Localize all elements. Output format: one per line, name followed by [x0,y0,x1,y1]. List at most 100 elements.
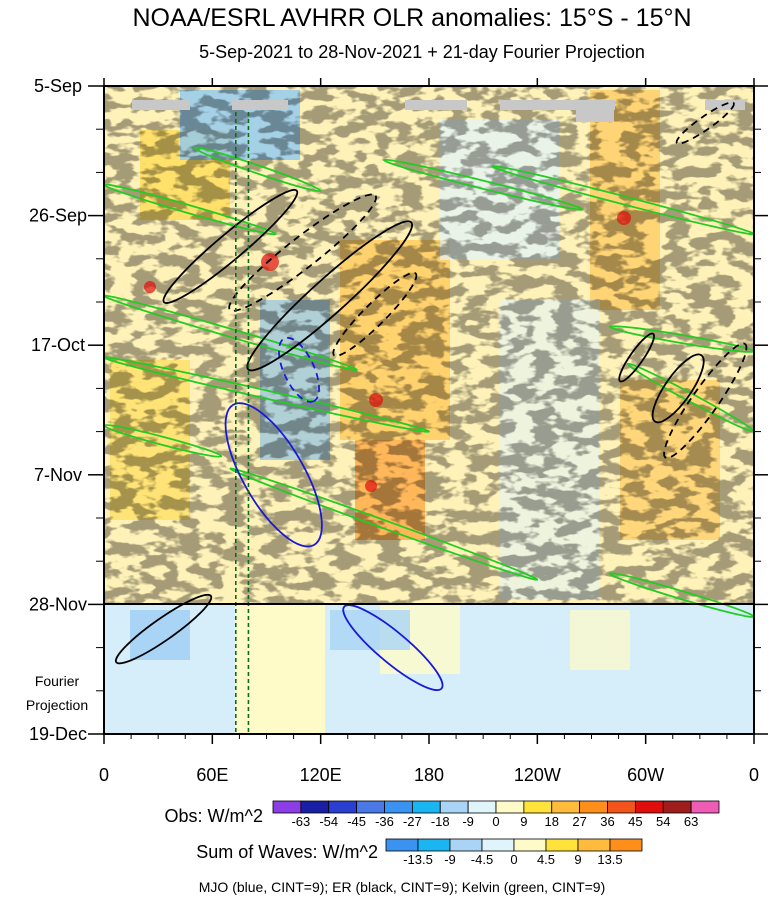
y-tick-label: 26-Sep [29,206,87,226]
obs-colorbar-swatch [579,800,608,814]
projection-label-line1: Fourier [35,673,80,689]
obs-colorbar: -63 -54 -45 -36 -27 -18 -9 0 9 18 27 36 45 54 63 [272,800,720,829]
obs-colorbar-swatch [356,800,385,814]
hot-spot [261,253,279,271]
footer-legend: MJO (blue, CINT=9); ER (black, CINT=9); … [199,879,606,895]
er-contour [114,593,213,665]
obs-colorbar-swatch [551,800,581,814]
axes: 0 60E 120E 180 120W 60W 0 5-Sep 26-Sep 17-Oct 7-No… [29,76,768,785]
waves-colorbar-tick-label: 4.5 [537,852,555,867]
waves-colorbar-label: Sum of Waves: W/m^2 [196,842,378,862]
obs-colorbar-tick-label: 18 [545,814,559,829]
er-contour [162,188,299,304]
er-contour [228,193,377,312]
obs-colorbar-tick-label: 36 [600,814,614,829]
x-tick-label: 60E [196,765,228,785]
obs-colorbar-tick-label: -54 [319,814,338,829]
missing-data-strip [405,100,467,110]
er-contour [618,332,655,383]
obs-colorbar-tick-label: -9 [462,814,474,829]
waves-colorbar-swatch [545,838,579,852]
chart-title: NOAA/ESRL AVHRR OLR anomalies: 15°S - 15… [132,4,691,32]
waves-colorbar-swatch [385,838,419,852]
obs-colorbar-swatch [634,800,664,814]
y-tick-label: 17-Oct [31,335,85,355]
hot-spot [369,393,383,407]
x-tick-label: 60W [627,765,664,785]
waves-colorbar-tick-label: 0 [510,852,517,867]
reference-longitude-lines [235,112,250,734]
missing-data-strip [576,110,614,122]
hot-spot [144,281,156,293]
obs-colorbar-tick-label: -63 [291,814,310,829]
waves-colorbar-swatch [577,838,611,852]
kelvin-contour [104,356,430,433]
kelvin-contour [193,146,322,193]
waves-colorbar-swatch [417,838,451,852]
obs-colorbar-swatch [662,800,692,814]
missing-data-strip [500,100,615,110]
noise-texture [104,86,754,604]
obs-colorbar-tick-label: 45 [628,814,642,829]
obs-colorbar-swatch [495,800,525,814]
chart-subtitle: 5-Sep-2021 to 28-Nov-2021 + 21-day Fouri… [199,42,645,62]
er-contour [246,220,413,372]
kelvin-contour [229,467,539,581]
missing-data-strip [232,100,288,110]
obs-colorbar-tick-label: 54 [656,814,670,829]
obs-colorbar-swatch [607,800,636,814]
obs-colorbar-tick-label: 27 [572,814,586,829]
projection-patch [330,610,410,650]
waves-colorbar-tick-label: 13.5 [597,852,622,867]
waves-colorbar-tick-label: -4.5 [471,852,493,867]
obs-colorbar-swatch [467,800,497,814]
y-tick-label: 28-Nov [29,594,87,614]
projection-patch [570,610,630,670]
waves-colorbar-tick-label: -13.5 [403,852,433,867]
mjo-contour [224,402,323,548]
er-contour [675,101,735,145]
mjo-contour [342,604,444,691]
x-tick-label: 0 [99,765,109,785]
waves-colorbar-tick-label: -9 [444,852,456,867]
mjo-er-wave-contours [114,101,748,691]
er-contour [663,342,748,459]
obs-colorbar-tick-label: -36 [375,814,394,829]
missing-data-strip [132,100,190,110]
hot-spot [617,211,631,225]
mjo-contour [278,336,320,403]
kelvin-wave-contours [104,146,754,618]
waves-colorbar-swatch [609,838,643,852]
obs-colorbar-swatch [328,800,358,814]
obs-colorbar-tick-label: 0 [492,814,499,829]
y-tick-label: 5-Sep [34,76,82,96]
y-tick-label: 19-Dec [29,724,87,744]
y-tick-label: 7-Nov [34,465,82,485]
obs-colorbar-tick-label: 63 [684,814,698,829]
obs-colorbar-tick-label: 9 [520,814,527,829]
waves-colorbar-swatch [513,838,547,852]
kelvin-contour [104,294,358,371]
er-contour [651,353,705,424]
waves-colorbar-swatch [481,838,515,852]
x-tick-label: 0 [749,765,759,785]
obs-colorbar-swatch [523,800,553,814]
kelvin-contour [104,183,277,236]
x-tick-label: 180 [414,765,444,785]
obs-colorbar-swatch [439,800,469,814]
observed-anomaly-field [104,86,754,604]
projection-label-line2: Projection [26,697,88,713]
obs-colorbar-swatch [272,800,302,814]
obs-colorbar-swatch [411,800,441,814]
kelvin-contour [382,158,584,211]
x-tick-label: 120W [514,765,561,785]
obs-colorbar-tick-label: -18 [431,814,450,829]
waves-colorbar-swatch [449,838,483,852]
obs-colorbar-swatch [690,800,720,814]
obs-colorbar-label: Obs: W/m^2 [165,806,263,826]
obs-colorbar-tick-label: -27 [403,814,422,829]
projection-field [104,604,754,734]
obs-colorbar-swatch [384,800,413,814]
projection-patch [235,604,325,734]
hot-spot [365,480,377,492]
